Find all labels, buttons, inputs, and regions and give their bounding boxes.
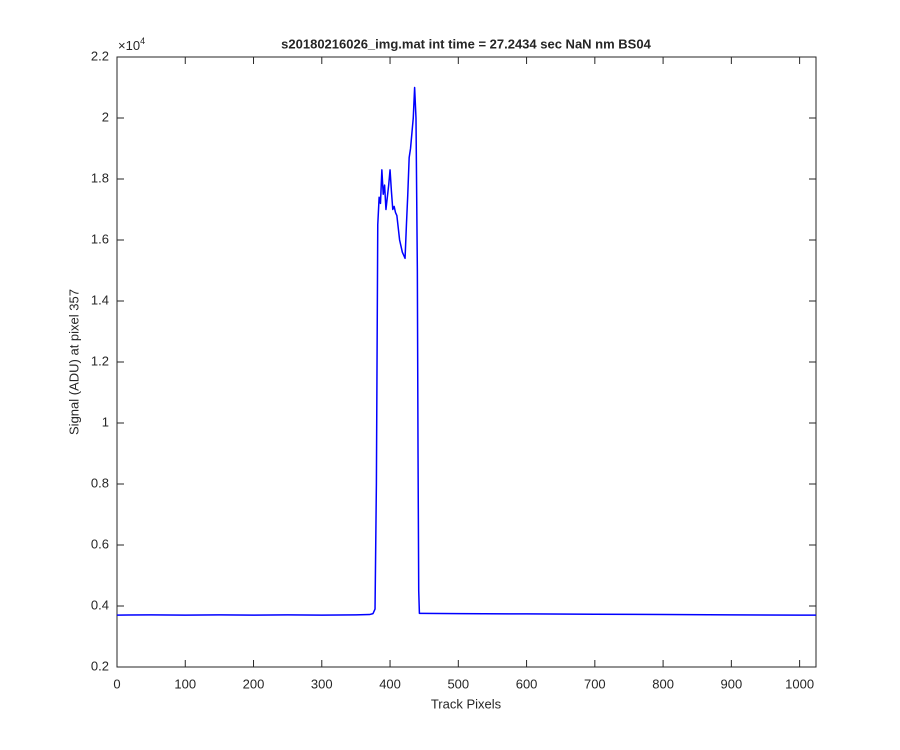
x-tick-label: 400 — [379, 676, 401, 691]
x-tick-label: 0 — [113, 676, 120, 691]
x-tick-label: 1000 — [785, 676, 814, 691]
data-line — [116, 86, 816, 616]
x-tick-label: 600 — [516, 676, 538, 691]
y-axis-label: Signal (ADU) at pixel 357 — [66, 289, 81, 435]
y-tick-label: 2.2 — [91, 48, 109, 63]
y-tick-label: 0.2 — [91, 658, 109, 673]
y-multiplier: ×104 — [118, 36, 145, 53]
y-tick-label: 0.4 — [91, 597, 109, 612]
y-multiplier-exponent: 4 — [140, 36, 145, 46]
y-tick-label: 1.8 — [91, 170, 109, 185]
y-tick-label: 1 — [102, 414, 109, 429]
y-tick-label: 0.8 — [91, 475, 109, 490]
plot-box — [116, 56, 817, 668]
x-tick-label: 900 — [721, 676, 743, 691]
x-tick-label: 700 — [584, 676, 606, 691]
x-tick-label: 300 — [311, 676, 333, 691]
x-tick-label: 200 — [243, 676, 265, 691]
y-tick-label: 0.6 — [91, 536, 109, 551]
y-tick-label: 1.6 — [91, 231, 109, 246]
y-tick-label: 1.2 — [91, 353, 109, 368]
x-tick-label: 500 — [447, 676, 469, 691]
chart-title: s20180216026_img.mat int time = 27.2434 … — [281, 36, 651, 51]
y-tick-label: 1.4 — [91, 292, 109, 307]
y-multiplier-base: ×10 — [118, 38, 140, 53]
x-axis-label: Track Pixels — [431, 696, 502, 711]
x-tick-label: 100 — [174, 676, 196, 691]
x-tick-label: 800 — [652, 676, 674, 691]
y-tick-label: 2 — [102, 109, 109, 124]
